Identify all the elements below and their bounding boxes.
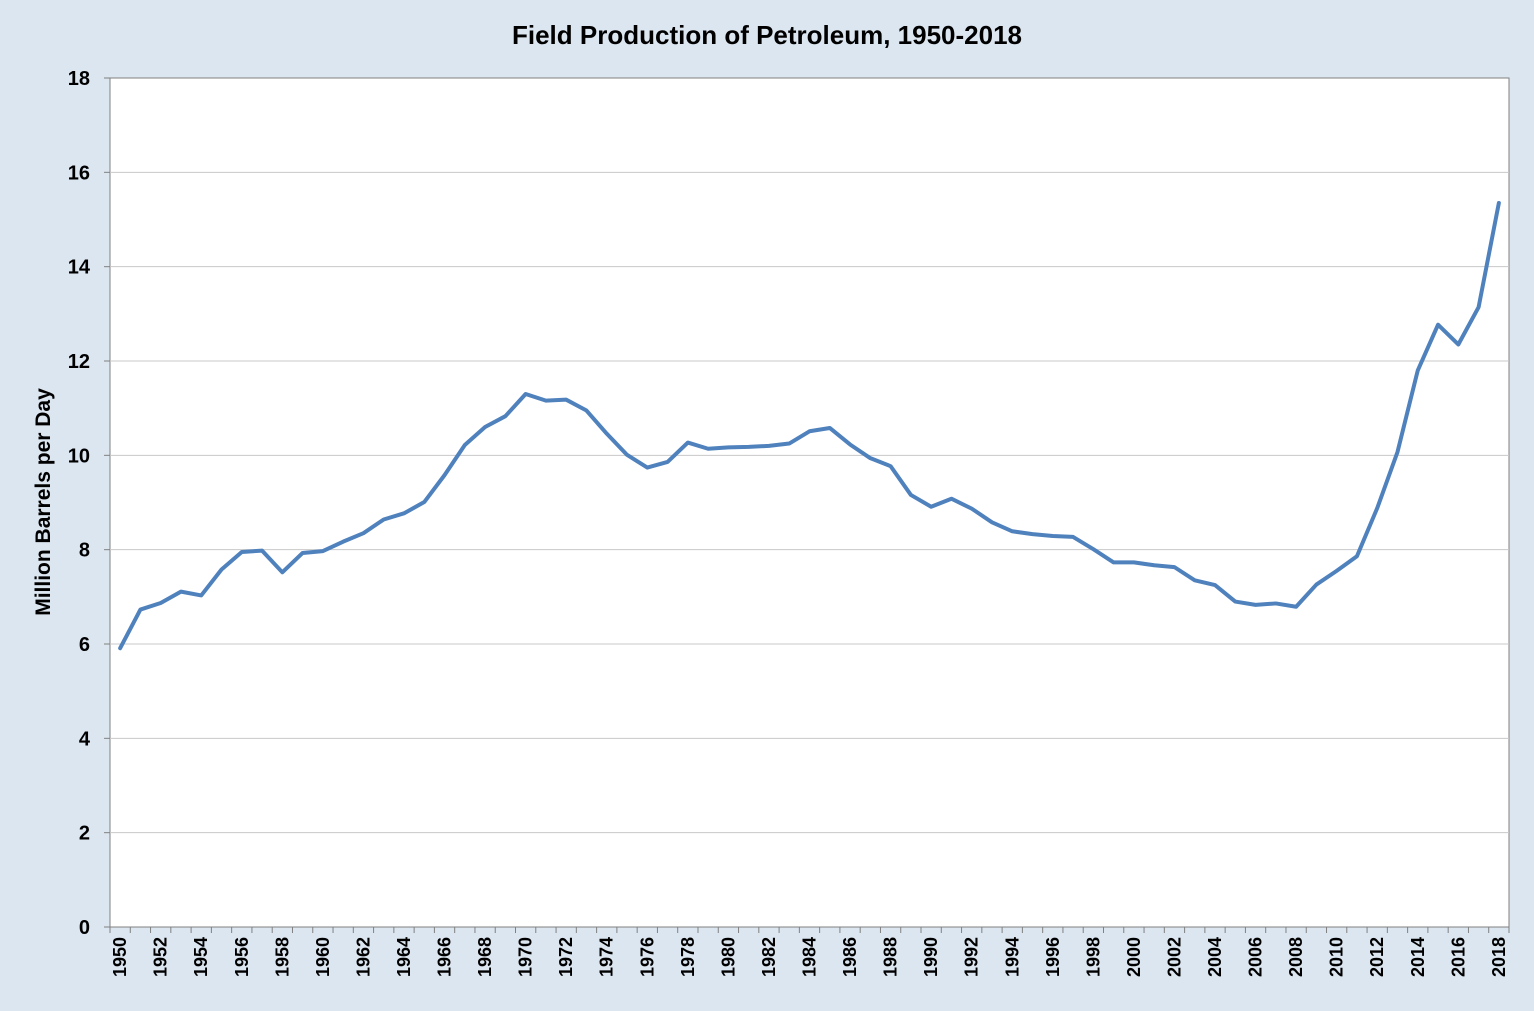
x-tick-label: 1956 bbox=[232, 937, 252, 977]
x-tick-label: 1990 bbox=[921, 937, 941, 977]
x-tick-label: 2014 bbox=[1408, 937, 1428, 977]
x-tick-label: 1950 bbox=[110, 937, 130, 977]
x-tick-label: 2000 bbox=[1124, 937, 1144, 977]
x-tick-label: 2002 bbox=[1164, 937, 1184, 977]
x-tick-label: 1958 bbox=[272, 937, 292, 977]
y-axis-title: Million Barrels per Day bbox=[32, 388, 55, 616]
x-tick-label: 1994 bbox=[1002, 937, 1022, 977]
x-tick-label: 1952 bbox=[151, 937, 171, 977]
x-tick-label: 1996 bbox=[1043, 937, 1063, 977]
x-tick-label: 1982 bbox=[759, 937, 779, 977]
axes: 0 2 4 6 8 10 12 14 16 18 1950 1952 1954 1956 1958 1960 1… bbox=[68, 68, 1510, 977]
y-tick-label: 2 bbox=[79, 823, 90, 845]
y-tick-label: 18 bbox=[68, 68, 90, 90]
gridlines bbox=[110, 171, 1509, 834]
y-tick-label: 4 bbox=[79, 728, 91, 750]
x-tick-label: 1986 bbox=[840, 937, 860, 977]
x-tick-label: 1992 bbox=[962, 937, 982, 977]
x-tick-label: 2018 bbox=[1489, 937, 1509, 977]
x-tick-label: 2016 bbox=[1448, 937, 1468, 977]
chart-title: Field Production of Petroleum, 1950-2018 bbox=[512, 20, 1022, 50]
y-tick-label: 6 bbox=[79, 634, 90, 656]
x-tick-label: 1988 bbox=[881, 937, 901, 977]
series-line bbox=[118, 200, 1501, 651]
y-tick-label: 16 bbox=[68, 162, 90, 184]
y-tick-label: 0 bbox=[79, 917, 90, 939]
y-tick-label: 14 bbox=[68, 257, 91, 279]
x-tick-label: 2004 bbox=[1205, 937, 1225, 977]
x-tick-label: 1968 bbox=[475, 937, 495, 977]
x-tick-label: 1984 bbox=[800, 937, 820, 977]
x-tick-label: 2010 bbox=[1327, 937, 1347, 977]
y-tick-label: 12 bbox=[68, 351, 90, 373]
x-tick-label: 1954 bbox=[191, 937, 211, 977]
x-tick-label: 1998 bbox=[1083, 937, 1103, 977]
x-tick-label: 1962 bbox=[353, 937, 373, 977]
x-tick-label: 1964 bbox=[394, 937, 414, 977]
series-layer bbox=[118, 200, 1501, 651]
y-tick-label: 8 bbox=[79, 540, 90, 562]
x-tick-label: 2006 bbox=[1246, 937, 1266, 977]
x-tick-label: 1970 bbox=[516, 937, 536, 977]
x-tick-label: 1960 bbox=[313, 937, 333, 977]
plot-area bbox=[109, 77, 1510, 928]
x-tick-label: 2012 bbox=[1367, 937, 1387, 977]
x-tick-label: 1972 bbox=[556, 937, 576, 977]
x-tick-label: 1976 bbox=[637, 937, 657, 977]
x-tick-label: 2008 bbox=[1286, 937, 1306, 977]
x-tick-label: 1980 bbox=[718, 937, 738, 977]
x-tick-label: 1974 bbox=[597, 937, 617, 977]
y-tick-label: 10 bbox=[68, 445, 90, 467]
x-tick-label: 1966 bbox=[435, 937, 455, 977]
x-tick-label: 1978 bbox=[678, 937, 698, 977]
